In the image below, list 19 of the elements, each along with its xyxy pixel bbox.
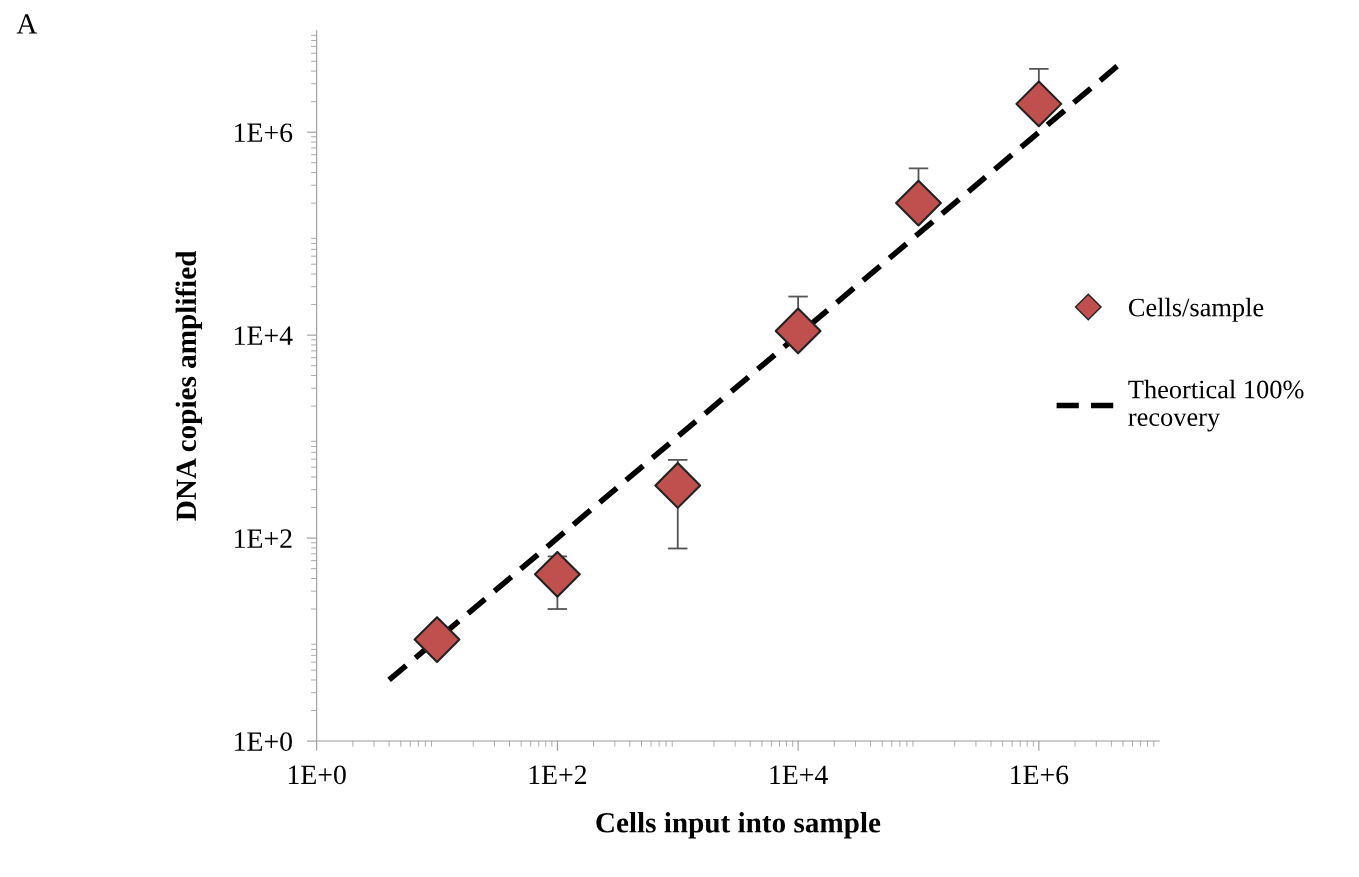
x-axis-title: Cells input into sample — [596, 812, 881, 839]
point — [533, 550, 581, 598]
x-tick-label: 1E+2 — [529, 765, 587, 784]
point — [654, 462, 702, 509]
point — [1015, 80, 1063, 128]
x-tick-label: 1E+6 — [1011, 765, 1069, 785]
y-axis-title: DNA copies amplified — [175, 250, 203, 521]
x-tick-label: 1E+0 — [288, 765, 346, 785]
y-tick-label: 1E+2 — [235, 529, 292, 548]
y-tick-label: 1E+0 — [235, 732, 292, 751]
legend-label: Cells/sample — [1128, 297, 1264, 322]
y-tick-label: 1E+4 — [235, 326, 293, 345]
text: A — [16, 14, 38, 34]
legend-label: Theortical 100% recovery — [1128, 379, 1304, 432]
y-tick-label: 1E+6 — [235, 123, 293, 143]
point — [413, 616, 461, 664]
point — [774, 307, 822, 355]
x-tick-label: 1E+4 — [770, 765, 828, 784]
point — [895, 179, 942, 227]
